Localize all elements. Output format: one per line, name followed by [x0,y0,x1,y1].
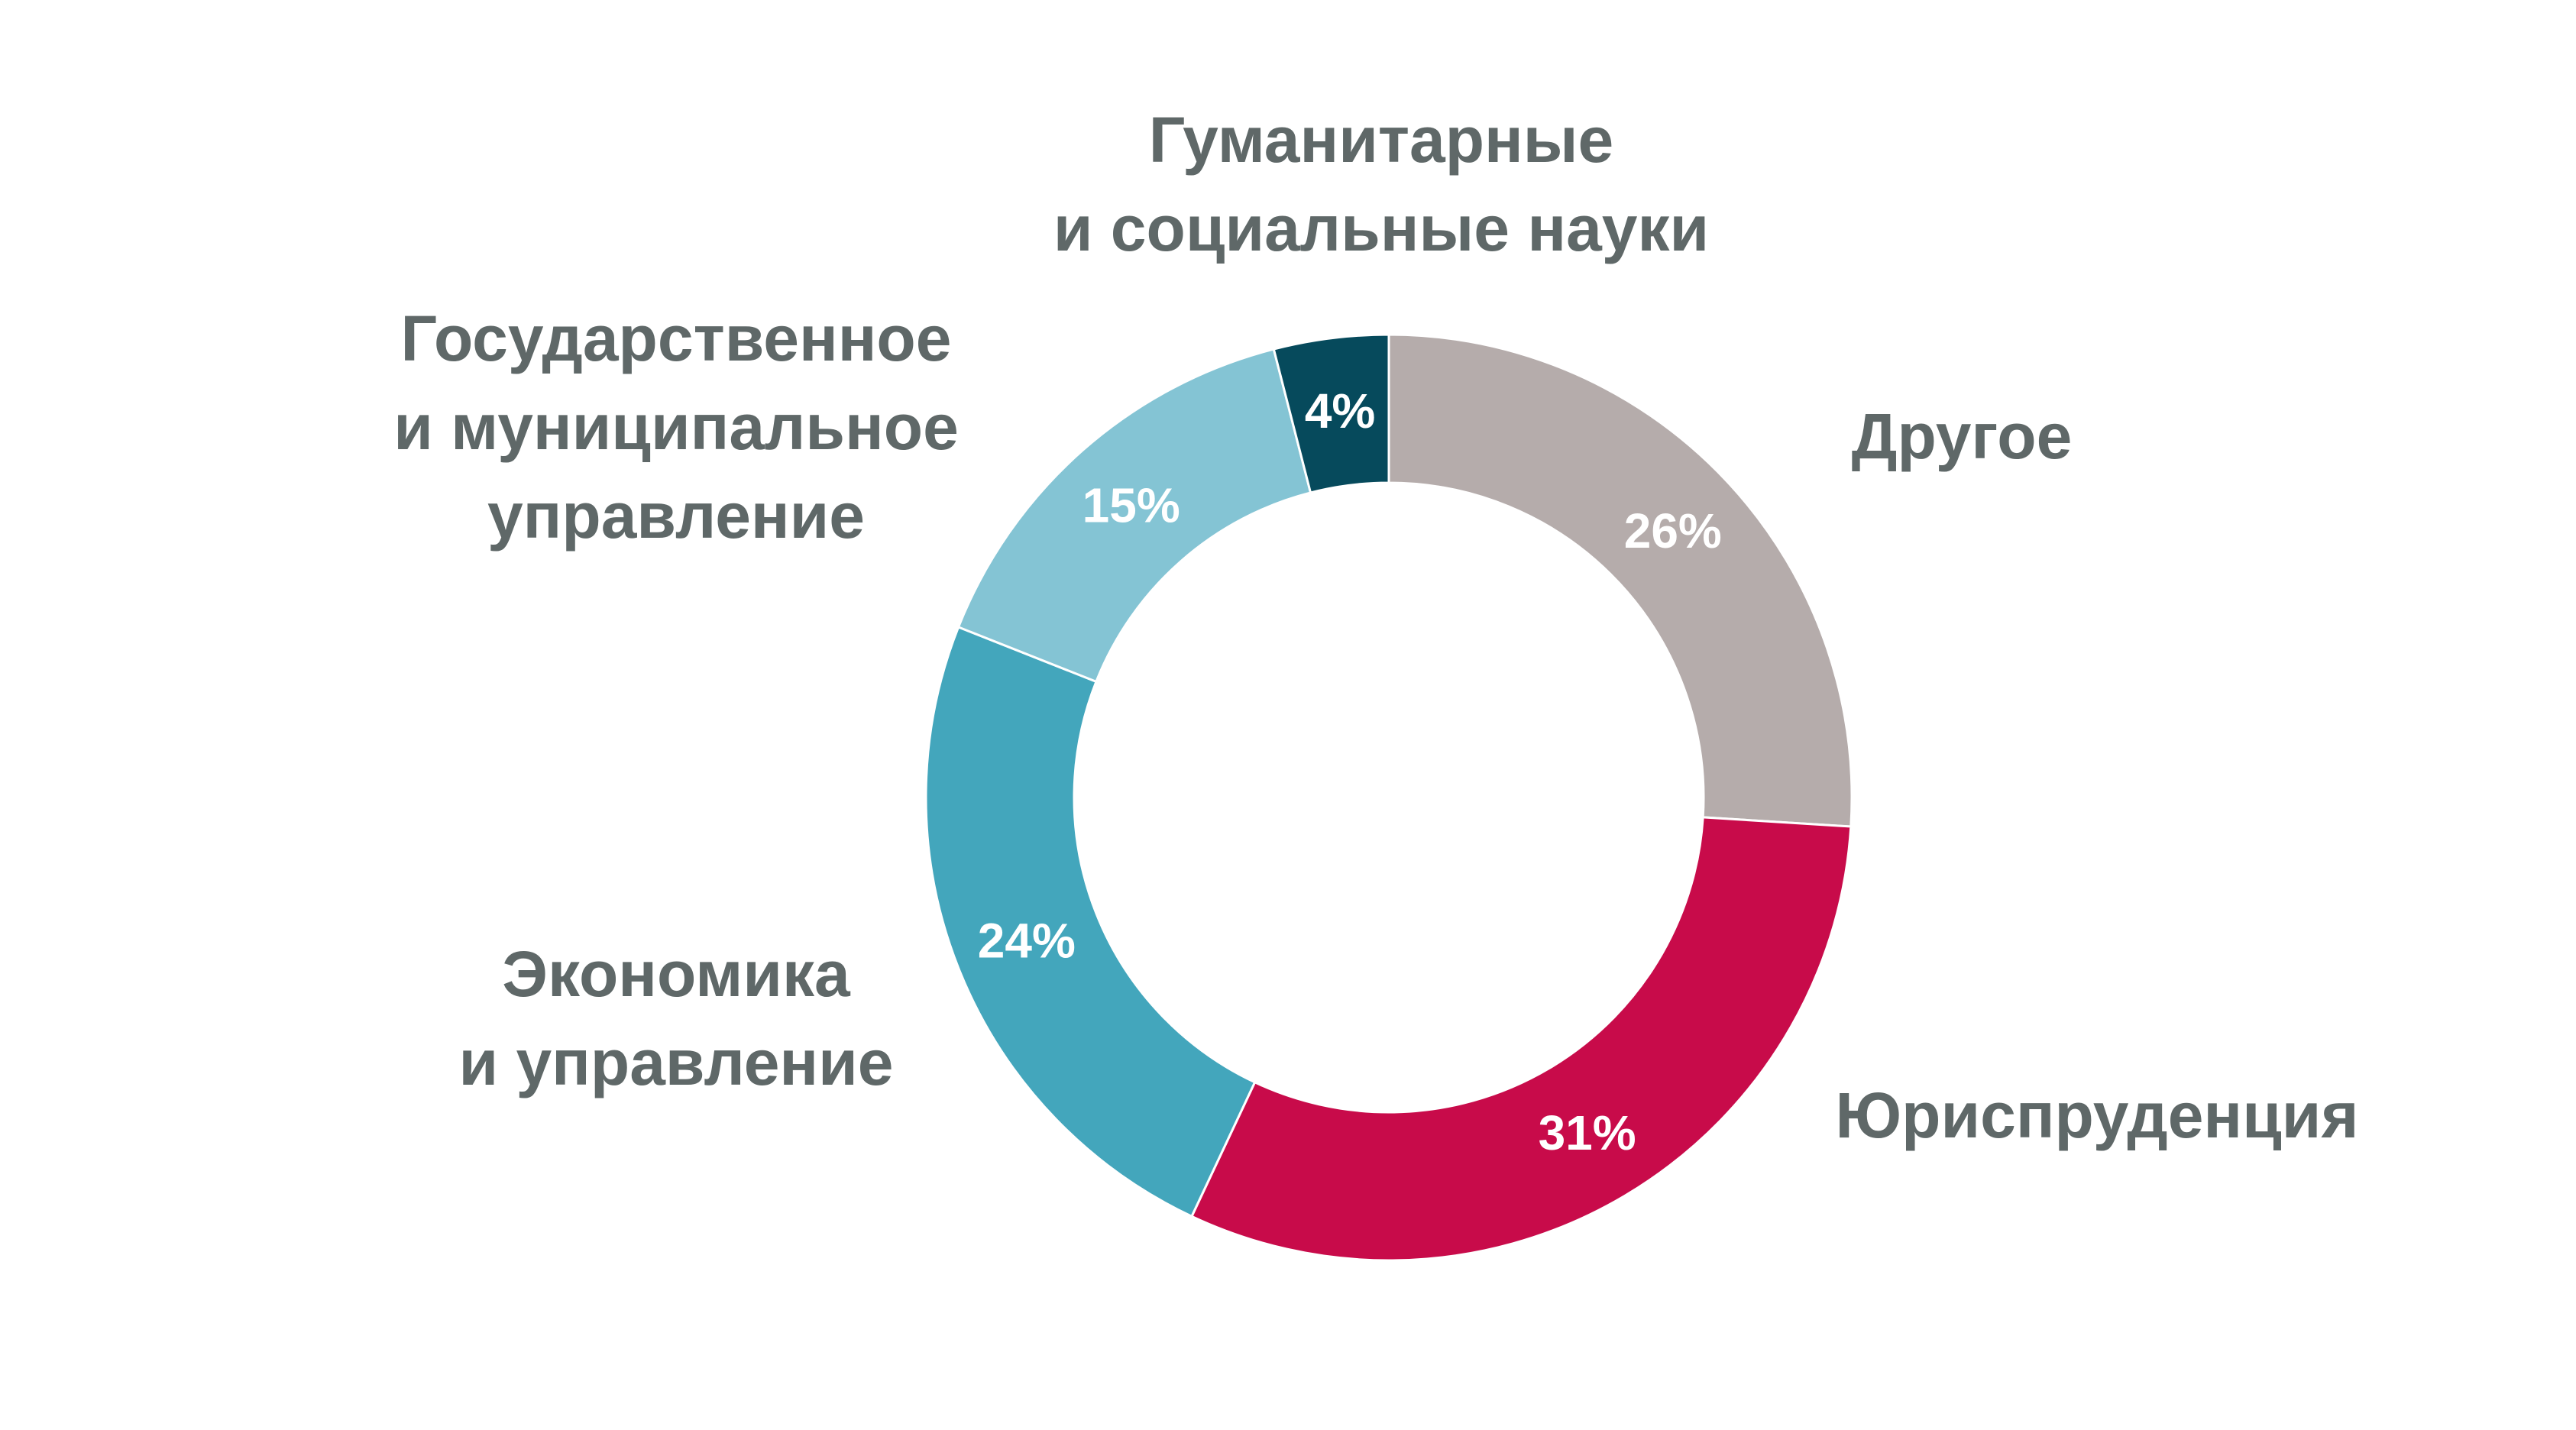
slice-5 [1272,333,1390,494]
slice-2 [1189,816,1853,1262]
slice-3 [924,625,1257,1218]
value-labels-group: 26% 31% 24% 15% 4% [978,383,1722,1160]
category-label-4: Государственное и муниципальное управление [393,302,959,552]
category-label-5: Гуманитарные и социальные науки [1053,104,1709,264]
value-label-2: 31% [1539,1105,1636,1160]
slice-4 [956,348,1312,684]
value-label-3: 24% [978,914,1076,969]
category-label-2: Юриспруденция [1836,1079,2359,1151]
category-labels-group: Другое Юриспруденция Экономика и управление… [393,104,2358,1151]
slices-group [924,333,1853,1262]
category-label-1: Другое [1852,400,2073,472]
slice-1 [1387,333,1853,828]
category-label-3: Экономика и управление [458,938,893,1098]
value-label-5: 4% [1305,383,1376,438]
value-label-4: 15% [1083,477,1180,532]
value-label-1: 26% [1624,503,1722,558]
